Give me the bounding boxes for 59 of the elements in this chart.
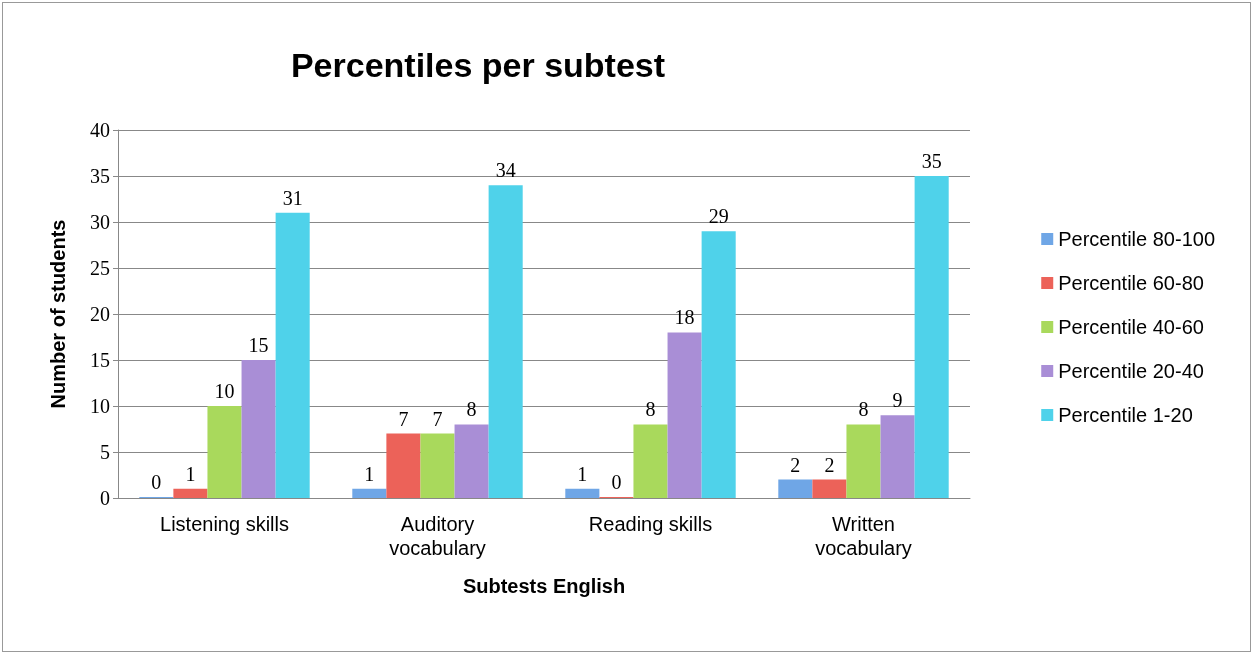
bar [352,488,387,498]
data-label: 9 [892,389,903,412]
data-label: 7 [398,407,409,430]
y-tick-label: 25 [90,257,110,279]
x-tick-label: Reading skills [588,513,713,535]
y-tick-label: 10 [90,395,110,417]
bar [386,433,421,498]
y-tick-label: 15 [90,349,110,371]
data-label: 15 [248,334,269,356]
bar [880,415,915,498]
bar [173,488,208,498]
legend-label: Percentile 60-80 [1058,272,1204,294]
data-label: 34 [495,159,516,182]
data-label: 18 [674,306,695,329]
data-label: 8 [645,398,656,421]
y-tick-label: 35 [90,165,110,187]
data-label: 2 [790,453,801,476]
x-tick-label: Written vocabulary [815,513,912,559]
y-tick-label: 20 [90,303,110,325]
bar [565,488,600,498]
bar [420,433,455,498]
bar [812,479,847,498]
data-label: 1 [185,462,196,485]
data-label: 7 [432,407,443,430]
legend-label: Percentile 20-40 [1058,360,1204,382]
data-label: 0 [151,471,162,493]
bar [207,406,242,498]
chart-title: Percentiles per subtest [290,46,666,84]
legend-label: Percentile 1-20 [1058,404,1193,426]
bar [778,479,813,498]
bar [488,185,523,498]
x-axis-title: Subtests English [462,575,626,597]
bar [846,424,881,498]
x-tick-label: Listening skills [160,513,289,535]
y-axis-title: Number of students [47,219,69,409]
legend-label: Percentile 40-60 [1058,316,1204,338]
data-label: 0 [611,471,622,493]
y-tick-label: 30 [90,211,110,233]
y-tick-label: 5 [100,441,110,463]
legend-label: Percentile 80-100 [1058,228,1216,250]
bar [633,424,668,498]
y-tick-label: 0 [100,487,110,509]
data-label: 8 [858,398,869,421]
data-label: 29 [708,205,729,228]
bar [701,231,736,498]
bar [275,212,310,498]
data-label: 10 [214,380,235,402]
data-label: 35 [921,150,942,172]
data-label: 31 [282,186,303,209]
bar [454,424,489,498]
data-label: 1 [364,462,375,485]
bar [241,360,276,498]
data-label: 2 [824,453,835,476]
bar [667,332,702,498]
data-label: 1 [577,462,588,485]
bar [914,176,949,498]
data-label: 8 [466,398,477,421]
x-tick-label: Auditory vocabulary [389,513,486,559]
y-tick-label: 40 [90,119,110,141]
